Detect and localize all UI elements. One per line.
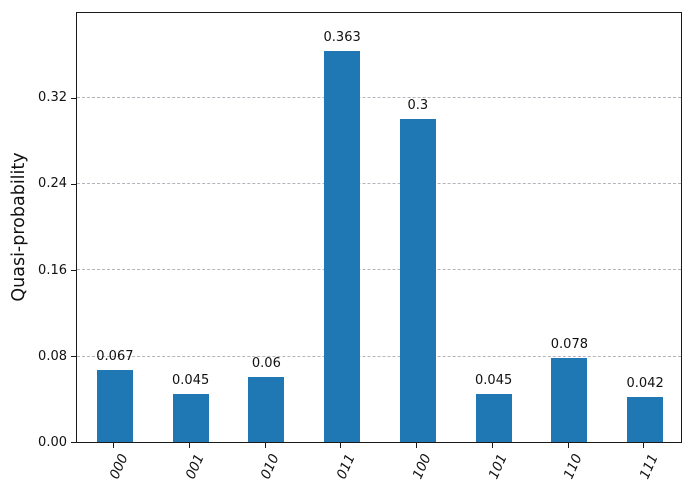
x-tick-label: 111 (636, 451, 662, 482)
gridline (77, 183, 681, 185)
x-tick-mark (643, 443, 645, 448)
x-tick-label: 101 (485, 451, 511, 482)
bar-value-label: 0.3 (407, 97, 429, 113)
bar-010 (248, 377, 285, 442)
x-tick-mark (188, 443, 190, 448)
x-tick-mark (340, 443, 342, 448)
y-tick-mark (71, 442, 76, 444)
bar-111 (627, 396, 664, 442)
y-tick-mark (71, 356, 76, 358)
bar-value-label: 0.067 (96, 348, 134, 364)
bar-value-label: 0.078 (550, 336, 588, 352)
y-tick-mark (71, 269, 76, 271)
bar-value-label: 0.363 (323, 29, 361, 45)
y-tick-label: 0.32 (38, 90, 67, 106)
y-tick-mark (71, 183, 76, 185)
gridline (77, 96, 681, 98)
gridline (77, 355, 681, 357)
bar-100 (399, 118, 436, 442)
bar-011 (324, 50, 361, 442)
bar-value-label: 0.045 (475, 372, 513, 388)
x-tick-label: 110 (560, 451, 587, 482)
bar-110 (551, 357, 588, 442)
x-tick-mark (567, 443, 569, 448)
x-tick-label: 011 (333, 451, 359, 482)
x-tick-mark (264, 443, 266, 448)
y-tick-mark (71, 97, 76, 99)
x-tick-mark (491, 443, 493, 448)
x-tick-mark (416, 443, 418, 448)
bar-001 (172, 393, 209, 442)
x-tick-label: 001 (182, 451, 208, 482)
y-tick-label: 0.00 (38, 435, 67, 450)
y-tick-label: 0.16 (38, 262, 67, 278)
bar-101 (475, 393, 512, 442)
bar-value-label: 0.06 (251, 356, 281, 372)
gridline (77, 269, 681, 271)
bar-value-label: 0.042 (626, 375, 664, 391)
y-tick-label: 0.24 (38, 176, 67, 192)
bar-value-label: 0.045 (172, 372, 210, 388)
x-tick-label: 000 (106, 451, 132, 482)
x-tick-mark (113, 443, 115, 448)
bar-000 (96, 369, 133, 442)
x-tick-label: 010 (257, 451, 284, 482)
plot-area: 0.067 0.045 0.06 0.363 0.3 0.045 0.078 0.042 (76, 12, 682, 443)
y-axis-title: Quasi-probability (9, 152, 29, 302)
y-tick-label: 0.08 (38, 348, 67, 364)
x-tick-label: 100 (409, 451, 435, 482)
